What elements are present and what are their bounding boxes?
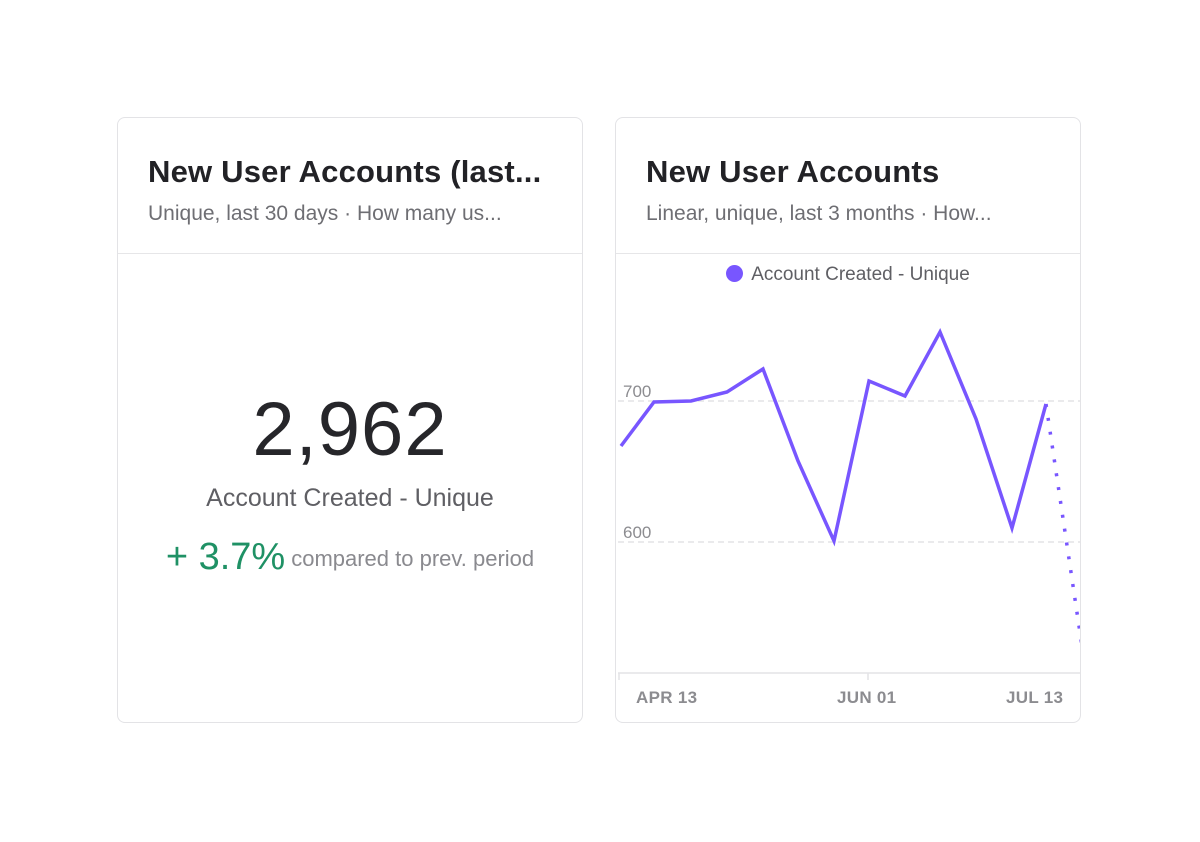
- change-text: compared to prev. period: [291, 546, 535, 571]
- change-percent: + 3.7%: [165, 536, 286, 578]
- card-title[interactable]: New User Accounts: [646, 154, 940, 189]
- card-title[interactable]: New User Accounts (last...: [148, 154, 542, 189]
- series-line-incomplete: [1044, 403, 1080, 645]
- y-tick-600: 600: [623, 523, 651, 542]
- series-line: [619, 327, 1048, 547]
- metric-label: Account Created - Unique: [206, 484, 494, 512]
- card-header: New User Accounts Linear, unique, last 3…: [616, 118, 1080, 254]
- metric-card[interactable]: New User Accounts (last... Unique, last …: [117, 117, 583, 723]
- x-tick-label: JUL 13: [1006, 688, 1064, 707]
- y-tick-700: 700: [623, 382, 651, 401]
- legend-dot-icon: [726, 265, 744, 282]
- card-subtitle: Unique, last 30 days · How many us...: [148, 202, 502, 225]
- x-tick-label: APR 13: [636, 688, 698, 707]
- chart-legend[interactable]: Account Created - Unique: [616, 264, 1080, 286]
- metric-value: 2,962: [252, 387, 448, 472]
- legend-label: Account Created - Unique: [751, 264, 970, 285]
- x-tick-label: JUN 01: [837, 688, 897, 707]
- card-header: New User Accounts (last... Unique, last …: [118, 118, 582, 254]
- metric-change: + 3.7% compared to prev. period: [118, 536, 582, 579]
- line-chart-card[interactable]: New User Accounts Linear, unique, last 3…: [615, 117, 1081, 723]
- line-chart[interactable]: 700 600: [616, 118, 1081, 723]
- card-subtitle: Linear, unique, last 3 months · How...: [646, 202, 992, 225]
